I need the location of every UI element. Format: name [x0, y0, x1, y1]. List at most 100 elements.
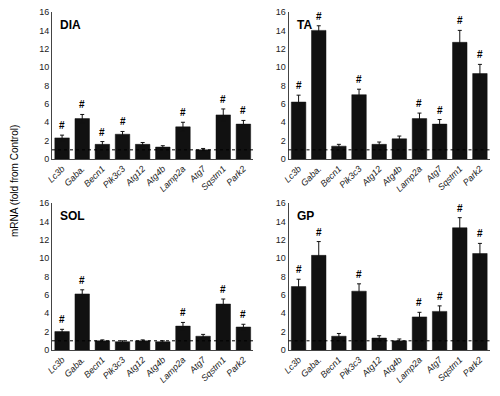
svg-text:12: 12 — [276, 44, 286, 54]
svg-text:Atg7: Atg7 — [423, 163, 445, 185]
svg-text:12: 12 — [39, 235, 49, 245]
svg-text:12: 12 — [39, 44, 49, 54]
svg-text:6: 6 — [44, 290, 49, 300]
svg-text:Park2: Park2 — [461, 355, 485, 379]
svg-text:#: # — [437, 105, 443, 116]
svg-text:#: # — [457, 15, 463, 26]
svg-text:#: # — [477, 49, 483, 60]
svg-text:10: 10 — [276, 253, 286, 263]
svg-text:0: 0 — [281, 345, 286, 355]
svg-text:6: 6 — [281, 99, 286, 109]
svg-text:14: 14 — [39, 217, 49, 227]
svg-text:Park2: Park2 — [224, 164, 248, 188]
svg-text:#: # — [120, 116, 126, 127]
svg-text:mRNA (fold from Control): mRNA (fold from Control) — [9, 125, 20, 237]
svg-text:#: # — [59, 314, 65, 325]
svg-text:Becn1: Becn1 — [318, 164, 343, 189]
svg-text:4: 4 — [44, 308, 49, 318]
svg-text:Lamp2a: Lamp2a — [394, 355, 424, 385]
svg-text:#: # — [59, 120, 65, 131]
svg-text:Pik3c3: Pik3c3 — [101, 164, 127, 190]
svg-text:#: # — [416, 297, 422, 308]
svg-text:Sqstm1: Sqstm1 — [199, 164, 228, 193]
svg-text:16: 16 — [276, 7, 286, 17]
svg-text:Atg7: Atg7 — [187, 163, 209, 185]
svg-text:0: 0 — [281, 154, 286, 164]
svg-text:Atg4b: Atg4b — [143, 164, 167, 188]
svg-text:10: 10 — [39, 62, 49, 72]
svg-text:10: 10 — [276, 62, 286, 72]
svg-text:#: # — [296, 264, 302, 275]
svg-text:#: # — [316, 11, 322, 22]
svg-text:14: 14 — [39, 26, 49, 36]
svg-text:#: # — [220, 94, 226, 105]
svg-text:Atg7: Atg7 — [187, 354, 209, 376]
svg-text:16: 16 — [276, 198, 286, 208]
svg-text:#: # — [99, 127, 105, 138]
svg-text:14: 14 — [276, 26, 286, 36]
svg-text:Lc3b: Lc3b — [46, 355, 67, 376]
svg-text:16: 16 — [39, 7, 49, 17]
svg-text:2: 2 — [281, 327, 286, 337]
svg-text:SOL: SOL — [60, 209, 85, 223]
svg-text:GP: GP — [297, 209, 314, 223]
svg-text:Becn1: Becn1 — [82, 355, 107, 380]
svg-text:#: # — [356, 74, 362, 85]
svg-text:14: 14 — [276, 217, 286, 227]
svg-text:6: 6 — [44, 99, 49, 109]
svg-text:8: 8 — [44, 81, 49, 91]
svg-text:Pik3c3: Pik3c3 — [337, 355, 363, 381]
svg-text:Park2: Park2 — [224, 355, 248, 379]
svg-text:Becn1: Becn1 — [318, 355, 343, 380]
svg-text:4: 4 — [281, 117, 286, 127]
svg-text:Atg12: Atg12 — [123, 164, 147, 188]
svg-text:#: # — [416, 98, 422, 109]
svg-text:12: 12 — [276, 235, 286, 245]
svg-text:Sqstm1: Sqstm1 — [199, 355, 228, 384]
svg-text:#: # — [296, 80, 302, 91]
svg-text:Sqstm1: Sqstm1 — [436, 164, 465, 193]
svg-text:10: 10 — [39, 253, 49, 263]
svg-text:4: 4 — [281, 308, 286, 318]
svg-text:Lc3b: Lc3b — [282, 164, 303, 185]
svg-text:2: 2 — [44, 136, 49, 146]
svg-text:DIA: DIA — [60, 18, 81, 32]
svg-text:16: 16 — [39, 198, 49, 208]
svg-text:Atg4b: Atg4b — [143, 355, 167, 379]
svg-text:Lc3b: Lc3b — [46, 164, 67, 185]
svg-text:Sqstm1: Sqstm1 — [436, 355, 465, 384]
svg-text:Lamp2a: Lamp2a — [157, 164, 187, 194]
svg-text:#: # — [79, 99, 85, 110]
svg-text:8: 8 — [44, 272, 49, 282]
svg-text:#: # — [457, 203, 463, 214]
svg-text:2: 2 — [44, 327, 49, 337]
svg-text:#: # — [180, 107, 186, 118]
svg-text:#: # — [240, 105, 246, 116]
svg-text:Atg12: Atg12 — [123, 355, 147, 379]
svg-text:Atg12: Atg12 — [359, 355, 383, 379]
svg-text:#: # — [437, 291, 443, 302]
svg-text:0: 0 — [44, 154, 49, 164]
svg-text:#: # — [79, 275, 85, 286]
svg-text:2: 2 — [281, 136, 286, 146]
svg-text:Gaba.: Gaba. — [299, 355, 323, 379]
svg-text:Atg4b: Atg4b — [380, 355, 404, 379]
svg-text:Pik3c3: Pik3c3 — [101, 355, 127, 381]
svg-text:Lc3b: Lc3b — [282, 355, 303, 376]
svg-text:Lamp2a: Lamp2a — [157, 355, 187, 385]
svg-text:Gaba.: Gaba. — [299, 164, 323, 188]
svg-text:#: # — [180, 307, 186, 318]
svg-text:6: 6 — [281, 290, 286, 300]
svg-text:8: 8 — [281, 272, 286, 282]
svg-text:Lamp2a: Lamp2a — [394, 164, 424, 194]
svg-text:Atg4b: Atg4b — [380, 164, 404, 188]
svg-text:TA: TA — [297, 18, 312, 32]
svg-text:Atg7: Atg7 — [423, 354, 445, 376]
svg-text:#: # — [240, 309, 246, 320]
svg-text:Gaba.: Gaba. — [62, 164, 86, 188]
svg-text:#: # — [220, 284, 226, 295]
svg-text:8: 8 — [281, 81, 286, 91]
svg-text:#: # — [356, 269, 362, 280]
svg-text:#: # — [477, 228, 483, 239]
svg-text:4: 4 — [44, 117, 49, 127]
